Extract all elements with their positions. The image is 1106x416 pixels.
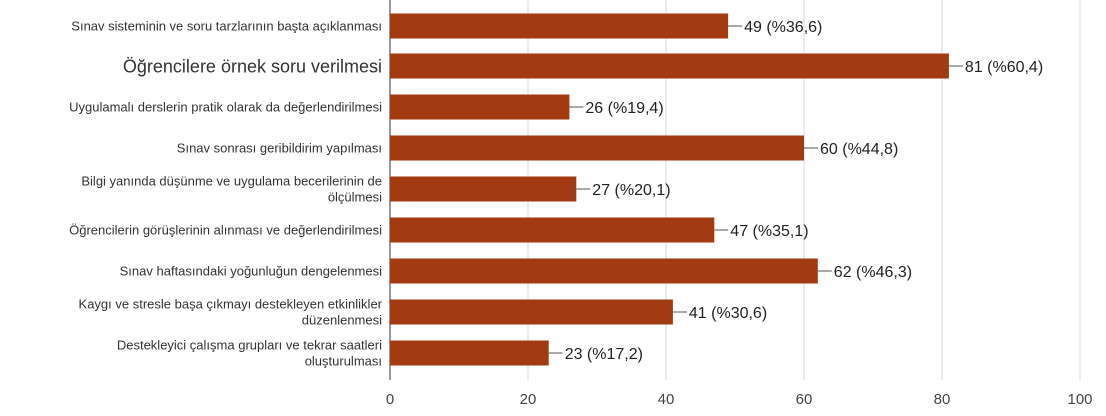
category-label-line: Kaygı ve stresle başa çıkmayı destekleye… [79, 297, 383, 312]
category-label: Sınav haftasındaki yoğunluğun dengelenme… [120, 264, 382, 279]
category-label-line: Öğrencilerin görüşlerinin alınması ve de… [69, 223, 382, 238]
category-label: Kaygı ve stresle başa çıkmayı destekleye… [79, 297, 383, 328]
bar [390, 53, 949, 79]
category-label-line: Sınav haftasındaki yoğunluğun dengelenme… [120, 264, 382, 279]
bar [390, 176, 577, 202]
bar [390, 340, 549, 366]
x-tick-label: 0 [386, 391, 394, 408]
category-label: Destekleyici çalışma grupları ve tekrar … [117, 338, 382, 369]
category-label: Öğrencilerin görüşlerinin alınması ve de… [69, 223, 382, 238]
x-tick-label: 100 [1067, 391, 1092, 408]
category-label: Sınav sonrası geribildirim yapılması [177, 141, 382, 156]
data-label: 47 (%35,1) [730, 223, 808, 240]
category-label-line: ölçülmesi [328, 190, 382, 205]
category-label-line: Bilgi yanında düşünme ve uygulama beceri… [81, 174, 382, 189]
x-tick-label: 40 [658, 391, 675, 408]
category-label-line: Öğrencilere örnek soru verilmesi [123, 56, 382, 76]
category-label: Bilgi yanında düşünme ve uygulama beceri… [81, 174, 382, 205]
bar [390, 258, 818, 284]
x-tick-label: 20 [520, 391, 537, 408]
x-tick-label: 60 [796, 391, 813, 408]
bar [390, 13, 729, 39]
data-label: 49 (%36,6) [744, 19, 822, 36]
category-label-line: Destekleyici çalışma grupları ve tekrar … [117, 338, 382, 353]
category-label: Uygulamalı derslerin pratik olarak da de… [69, 100, 382, 115]
category-label: Sınav sisteminin ve soru tarzlarının baş… [71, 19, 382, 34]
x-tick-label: 80 [934, 391, 951, 408]
category-label-line: düzenlenmesi [302, 313, 382, 328]
bar [390, 135, 804, 161]
data-label: 62 (%46,3) [834, 264, 912, 281]
category-label-line: Uygulamalı derslerin pratik olarak da de… [69, 100, 382, 115]
data-label: 27 (%20,1) [592, 182, 670, 199]
data-label: 23 (%17,2) [565, 346, 643, 363]
bar [390, 217, 715, 243]
data-label: 26 (%19,4) [585, 100, 663, 117]
bar [390, 94, 570, 120]
data-label: 81 (%60,4) [965, 59, 1043, 76]
category-label-line: Sınav sisteminin ve soru tarzlarının baş… [71, 19, 382, 34]
category-label-line: Sınav sonrası geribildirim yapılması [177, 141, 382, 156]
bar [390, 299, 673, 325]
data-label: 41 (%30,6) [689, 305, 767, 322]
category-label: Öğrencilere örnek soru verilmesi [123, 56, 382, 76]
category-label-line: oluşturulması [305, 354, 382, 369]
data-label: 60 (%44,8) [820, 141, 898, 158]
